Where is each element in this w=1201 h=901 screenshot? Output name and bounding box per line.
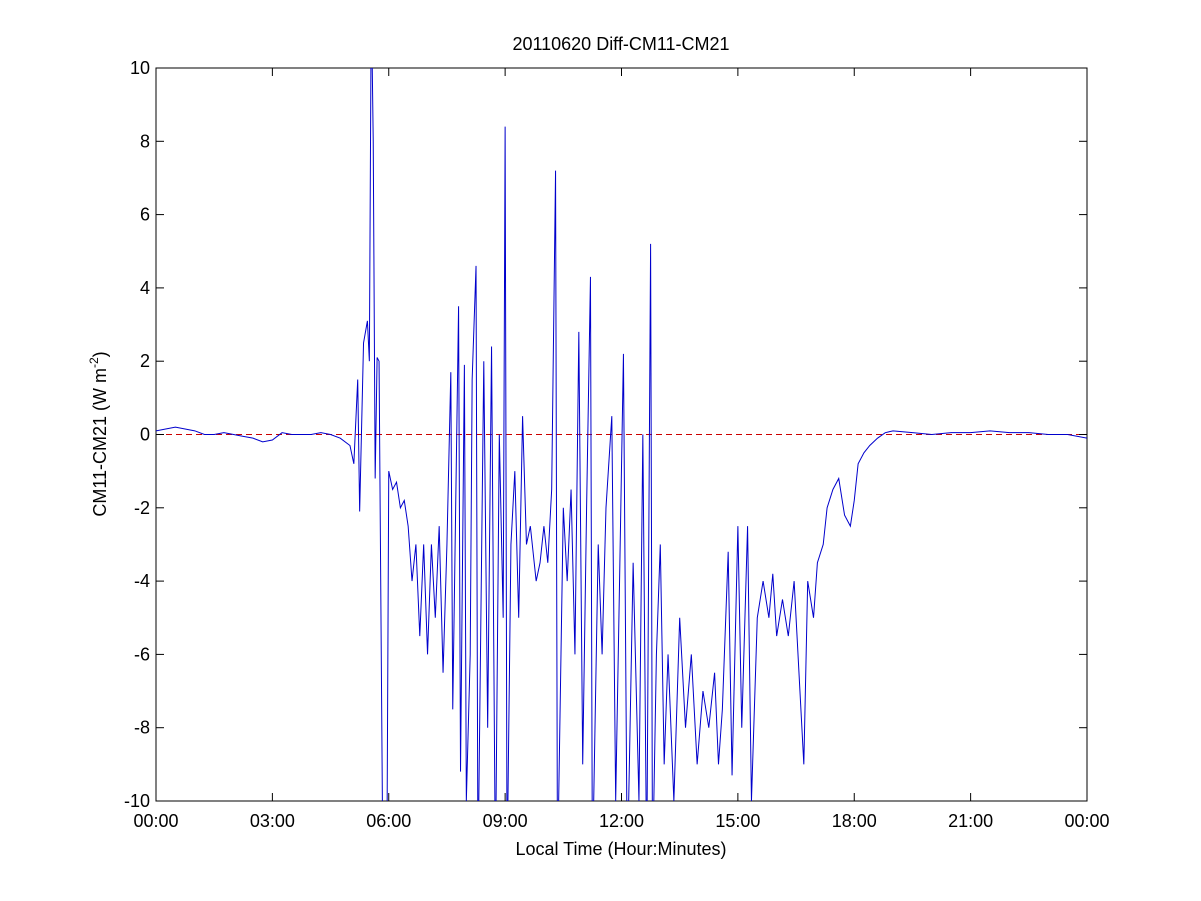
x-tick-label: 09:00 [483, 811, 528, 831]
x-tick-label: 06:00 [366, 811, 411, 831]
y-tick-label: -6 [134, 644, 150, 664]
y-tick-label: 0 [140, 425, 150, 445]
y-tick-label: -10 [124, 791, 150, 811]
y-tick-label: -2 [134, 498, 150, 518]
chart-title: 20110620 Diff-CM11-CM21 [512, 34, 729, 54]
y-tick-label: 10 [130, 58, 150, 78]
x-tick-label: 00:00 [133, 811, 178, 831]
y-axis-label: CM11-CM21 (W m-2) [87, 351, 110, 516]
y-tick-label: 2 [140, 351, 150, 371]
x-tick-label: 15:00 [715, 811, 760, 831]
x-tick-label: 12:00 [599, 811, 644, 831]
y-tick-label: 8 [140, 131, 150, 151]
y-tick-label: 6 [140, 205, 150, 225]
y-tick-label: -8 [134, 718, 150, 738]
x-tick-label: 18:00 [832, 811, 877, 831]
y-tick-label: -4 [134, 571, 150, 591]
x-tick-label: 00:00 [1064, 811, 1109, 831]
x-tick-label: 21:00 [948, 811, 993, 831]
x-tick-label: 03:00 [250, 811, 295, 831]
y-tick-label: 4 [140, 278, 150, 298]
plot-area [156, 68, 1087, 801]
data-line [156, 68, 1087, 801]
x-axis-label: Local Time (Hour:Minutes) [515, 839, 726, 859]
